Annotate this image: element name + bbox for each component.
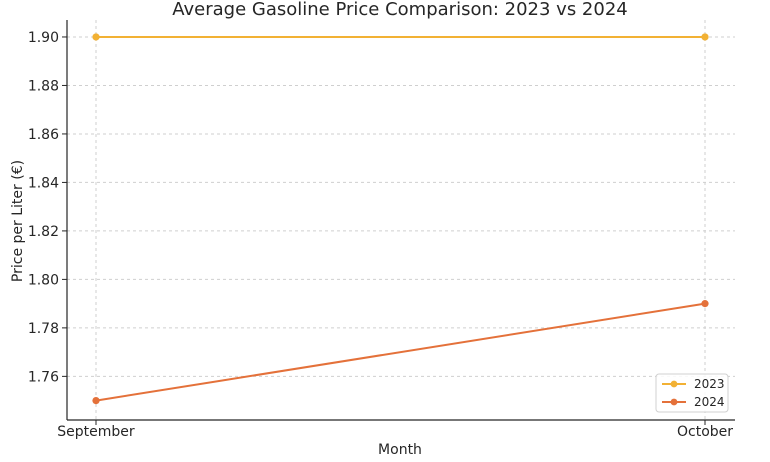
axes: 1.76 1.78 1.80 1.82 1.84 1.86 1.88 1.90 Septembe…: [28, 20, 735, 440]
y-tick-label: 1.82: [28, 224, 59, 240]
y-tick-label: 1.90: [28, 30, 59, 46]
legend-marker-2024: [670, 398, 678, 406]
data-point-2023: [92, 33, 100, 41]
data-point-2024: [92, 397, 100, 405]
y-axis-label: Price per Liter (€): [10, 160, 26, 282]
y-tick-label: 1.86: [28, 127, 59, 143]
legend: 2023 2024: [655, 373, 729, 413]
legend-marker-2023: [670, 380, 678, 388]
y-tick-label: 1.76: [28, 369, 59, 385]
data-point-2024: [701, 300, 709, 308]
y-tick-label: 1.88: [28, 78, 59, 94]
x-axis-label: Month: [378, 442, 422, 458]
data-point-2023: [701, 33, 709, 41]
chart-title: Average Gasoline Price Comparison: 2023 …: [172, 0, 628, 20]
series: [92, 33, 709, 405]
y-tick-label: 1.78: [28, 321, 59, 337]
legend-label-2023: 2023: [694, 377, 725, 391]
series-line-2024: [95, 302, 706, 402]
y-tick-label: 1.84: [28, 175, 59, 191]
y-tick-label: 1.80: [28, 272, 59, 288]
x-tick-label: October: [677, 424, 733, 440]
x-tick-label: September: [57, 424, 135, 440]
legend-label-2024: 2024: [694, 395, 725, 409]
grid: [67, 20, 735, 420]
